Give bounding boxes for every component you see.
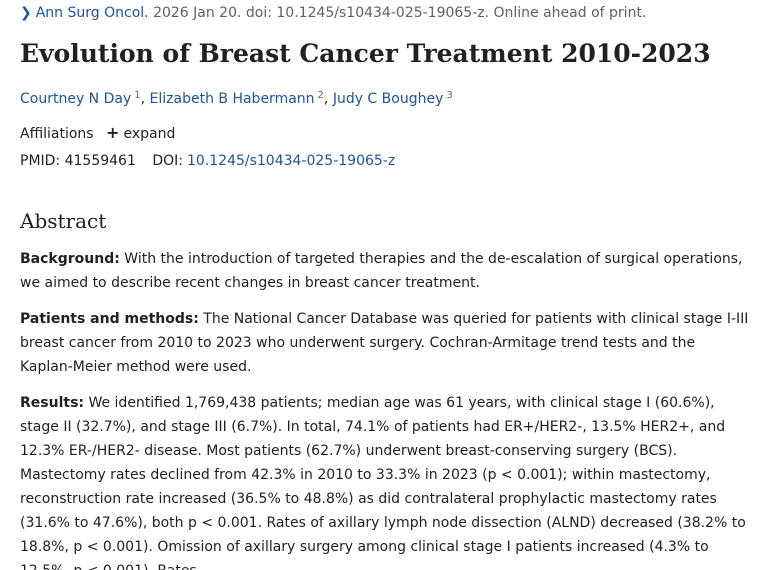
abstract-background: Background: With the introduction of tar… bbox=[20, 247, 750, 295]
plus-icon[interactable]: + bbox=[106, 123, 120, 142]
abstract-methods: Patients and methods: The National Cance… bbox=[20, 307, 750, 379]
identifiers: PMID: 41559461 DOI: 10.1245/s10434-025-19… bbox=[20, 151, 750, 171]
article-title: Evolution of Breast Cancer Treatment 201… bbox=[20, 39, 711, 68]
affiliations-toggle[interactable]: Affiliations + expand bbox=[20, 123, 750, 144]
expand-label[interactable]: expand bbox=[123, 126, 176, 142]
author-affiliation-number[interactable]: 2 bbox=[317, 90, 324, 101]
methods-text: The National Cancer Database was queried… bbox=[20, 311, 749, 375]
results-label: Results: bbox=[20, 395, 84, 411]
chevron-right-icon[interactable]: ❯ bbox=[20, 5, 32, 21]
author-affiliation-number[interactable]: 1 bbox=[134, 90, 141, 101]
affiliations-label: Affiliations bbox=[20, 126, 94, 142]
abstract-heading: Abstract bbox=[20, 209, 107, 233]
author-list: Courtney N Day 1, Elizabeth B Habermann 2,… bbox=[20, 90, 453, 107]
results-text: We identified 1,769,438 patients; median… bbox=[20, 395, 746, 570]
citation-details: 2026 Jan 20. doi: 10.1245/s10434-025-190… bbox=[153, 5, 647, 21]
author-affiliation-number[interactable]: 3 bbox=[446, 90, 453, 101]
abstract-results: Results: We identified 1,769,438 patient… bbox=[20, 391, 750, 570]
doi-link[interactable]: 10.1245/s10434-025-19065-z bbox=[186, 153, 396, 169]
author-link[interactable]: Elizabeth B Habermann bbox=[149, 91, 315, 107]
doi-label: DOI: bbox=[152, 153, 183, 169]
methods-label: Patients and methods: bbox=[20, 311, 199, 327]
author-link[interactable]: Judy C Boughey bbox=[332, 91, 444, 107]
background-text: With the introduction of targeted therap… bbox=[20, 251, 743, 291]
author-link[interactable]: Courtney N Day bbox=[20, 91, 132, 107]
article-page: ❯ Ann Surg Oncol. 2026 Jan 20. doi: 10.12… bbox=[20, 0, 750, 570]
pmid-value: 41559461 bbox=[64, 153, 136, 169]
citation-line: ❯ Ann Surg Oncol. 2026 Jan 20. doi: 10.12… bbox=[20, 3, 750, 23]
background-label: Background: bbox=[20, 251, 120, 267]
pmid-label: PMID: bbox=[20, 153, 61, 169]
journal-link[interactable]: Ann Surg Oncol. bbox=[35, 5, 149, 21]
